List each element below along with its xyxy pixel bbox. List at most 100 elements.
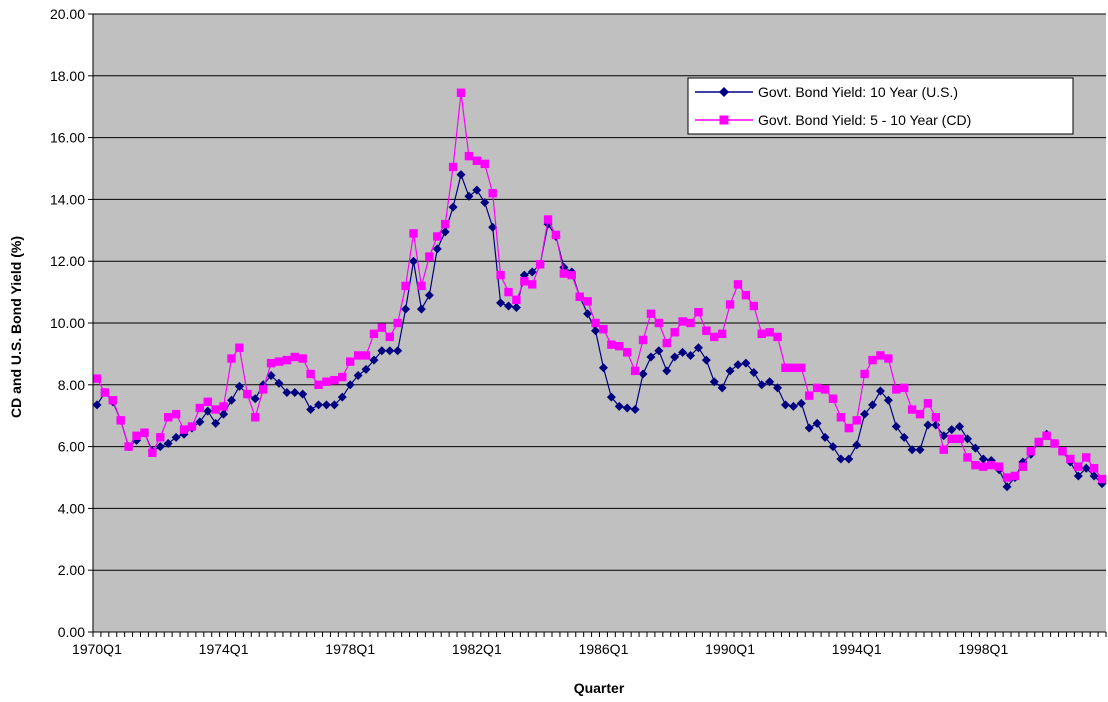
data-point [203,406,213,416]
data-point [322,377,331,386]
data-point [329,400,339,410]
data-point [314,380,323,389]
data-point [361,364,371,374]
data-point [456,170,466,180]
data-point [741,290,751,300]
data-point [155,442,165,452]
data-point [417,281,426,291]
data-point [179,425,189,434]
data-point [345,380,355,390]
y-tick-label: 2.00 [58,562,85,578]
data-point [163,413,173,422]
data-point [433,232,442,241]
x-tick-label: 1998Q1 [958,641,1008,657]
data-point [765,377,775,387]
data-point [401,304,411,314]
data-point [796,398,806,408]
data-point [361,351,371,360]
data-point [630,405,640,415]
data-point [401,281,410,291]
data-point [923,420,933,430]
data-point [805,391,814,400]
data-point [844,454,854,464]
data-point [266,371,276,381]
data-point [227,354,236,363]
data-point [947,434,956,444]
data-point [393,318,402,328]
data-point [923,399,933,408]
y-tick-label: 4.00 [58,500,85,516]
data-point [187,422,197,431]
data-point [504,287,513,297]
data-point [480,197,490,207]
data-point [520,277,529,286]
data-point [171,409,181,419]
data-point [464,191,474,201]
data-point [749,301,759,311]
data-point [321,400,331,410]
data-point [480,159,489,169]
x-tick-label: 1990Q1 [705,641,755,657]
data-point [266,358,276,368]
data-point [290,352,300,362]
data-point [1050,439,1059,448]
data-point [432,244,442,254]
data-point [963,453,972,462]
data-point [868,400,878,410]
data-point [606,392,616,402]
data-point [116,416,125,425]
data-point [607,340,616,349]
data-point [899,432,909,442]
data-point [892,385,901,394]
data-point [598,363,608,373]
data-point [970,443,980,453]
data-point [860,409,870,419]
data-point [615,341,624,351]
data-point [377,346,387,356]
data-point [583,297,592,306]
data-point [797,363,806,373]
data-point [773,383,783,393]
data-point [788,401,798,411]
data-point [1089,471,1099,481]
y-tick-label: 8.00 [58,377,85,393]
data-point [709,377,719,387]
data-point [377,323,387,332]
data-point [876,351,885,360]
data-point [1010,471,1020,481]
data-point [804,423,814,433]
data-point [622,348,632,357]
data-point [559,269,569,278]
data-point [512,295,521,305]
data-point [211,418,221,428]
data-point [496,298,506,308]
data-point [243,389,252,399]
data-point [947,425,957,435]
data-point [670,328,679,337]
data-point [733,280,743,289]
data-point [694,307,703,317]
x-axis-title: Quarter [574,680,625,696]
data-point [789,363,798,373]
data-point [875,386,885,396]
data-point [298,354,307,363]
data-point [654,346,664,356]
data-point [440,219,450,229]
data-point [701,355,711,365]
data-point [1026,447,1036,456]
data-point [971,460,980,470]
data-point [337,392,347,402]
data-point [1089,464,1099,473]
data-point [836,454,846,464]
data-point [250,394,260,404]
data-point [274,357,284,366]
data-point [1074,462,1083,471]
gridlines [93,13,1106,633]
data-point [1073,471,1083,481]
data-point [1082,453,1091,462]
data-point [338,372,347,382]
data-point [282,355,292,365]
data-point [448,162,458,172]
legend-label-cd: Govt. Bond Yield: 5 - 10 Year (CD) [758,112,971,128]
data-point [100,388,110,397]
